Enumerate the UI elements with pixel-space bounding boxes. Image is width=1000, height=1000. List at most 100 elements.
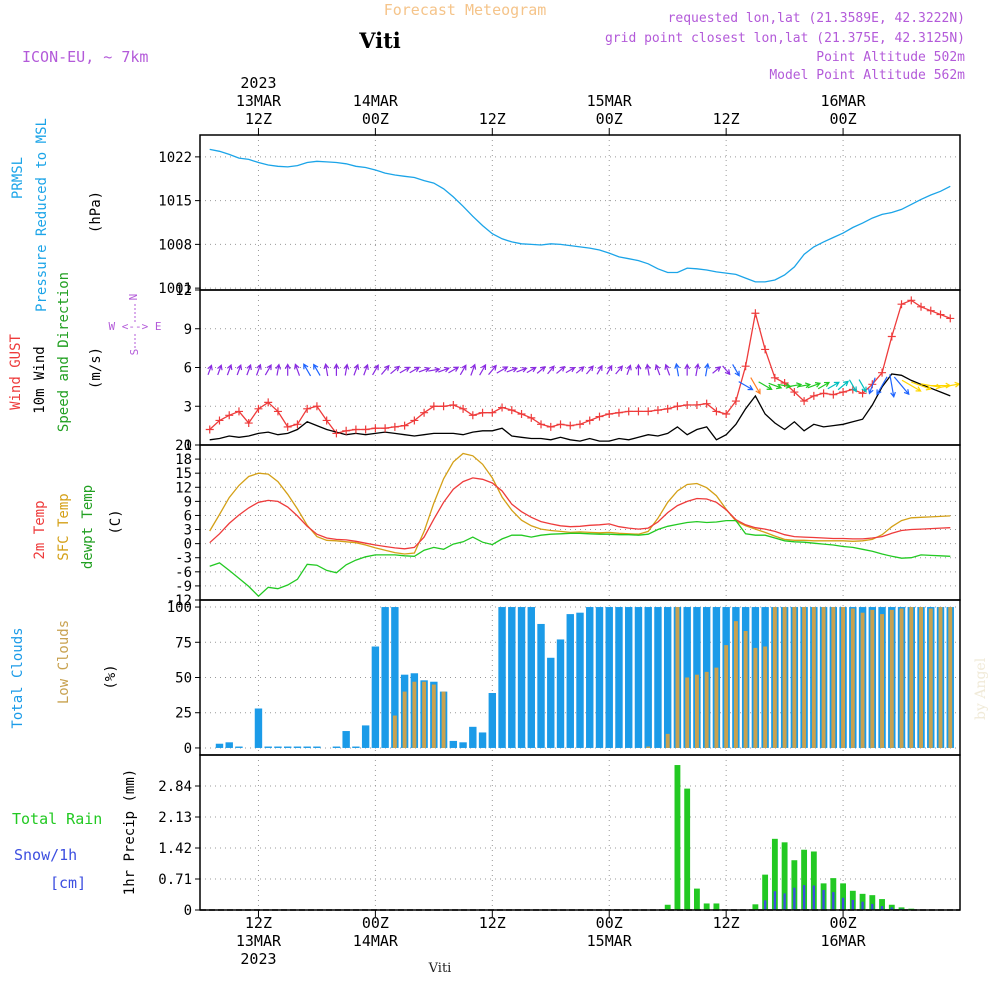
ytick-label: 1.42 — [158, 841, 192, 857]
wind-direction-arrow — [496, 366, 509, 374]
t2m-line — [209, 477, 951, 550]
gust-point — [702, 399, 711, 408]
gust-point — [595, 412, 604, 421]
low-cloud-bar — [733, 621, 738, 748]
ytick-label: 18 — [175, 452, 192, 468]
total-cloud-bar — [586, 607, 594, 748]
rain-bar — [771, 838, 778, 910]
rain-bar — [781, 842, 788, 910]
low-cloud-bar — [821, 607, 826, 748]
point-altitude: Point Altitude 502m — [816, 50, 965, 65]
low-cloud-bar — [441, 691, 446, 748]
low-cloud-bar — [782, 607, 787, 748]
wind-direction-arrow — [275, 363, 282, 376]
wind-direction-arrow — [694, 362, 701, 377]
panel-frame-precip — [199, 754, 961, 911]
total-cloud-bar — [508, 607, 516, 748]
wind-direction-arrow — [674, 362, 680, 377]
wind-direction-arrow — [409, 366, 421, 374]
gust-point — [429, 402, 438, 411]
snow-bar — [851, 899, 854, 910]
wind-speed-line — [209, 373, 951, 442]
gust-point — [527, 413, 536, 422]
low-cloud-bar — [412, 681, 417, 748]
gust-point — [731, 397, 740, 406]
gust-point — [809, 391, 818, 400]
snow-bar — [802, 885, 806, 910]
wind-direction-arrow — [817, 381, 831, 390]
low-cloud-bar — [792, 607, 797, 748]
wind-direction-arrow — [575, 366, 585, 374]
rain-bar — [664, 904, 671, 910]
ytick-label: -12 — [167, 593, 192, 609]
gust-point — [722, 410, 731, 418]
wind-direction-arrow — [536, 365, 546, 374]
label-total-rain: Total Rain — [12, 810, 102, 828]
top-time-label: 12Z — [245, 110, 272, 128]
gust-point — [556, 420, 565, 429]
gust-point — [400, 421, 409, 430]
low-cloud-bar — [431, 684, 436, 748]
gust-point — [878, 368, 887, 377]
bottom-time-label: 12Z — [245, 914, 272, 932]
requested-coords: requested lon,lat (21.3589E, 42.3222N) — [668, 11, 965, 26]
top-time-label: 13MAR — [236, 92, 282, 110]
gust-point — [624, 407, 633, 416]
low-cloud-bar — [422, 681, 427, 748]
ylabel-clouds: (%) — [103, 664, 119, 689]
gust-point — [917, 302, 926, 311]
wind-direction-arrow — [399, 366, 411, 374]
low-cloud-bar — [753, 647, 758, 748]
wind-direction-arrow — [448, 366, 460, 374]
gust-point — [663, 404, 672, 413]
rain-bar — [674, 765, 681, 910]
label-total-clouds: Total Clouds — [10, 627, 26, 728]
gust-point — [839, 388, 848, 397]
gust-point — [517, 410, 526, 418]
gust-point — [761, 345, 770, 354]
wind-direction-arrow — [585, 365, 594, 375]
total-cloud-bar — [644, 607, 652, 748]
wind-direction-arrow — [848, 379, 857, 393]
low-cloud-bar — [889, 609, 894, 748]
gust-point — [351, 425, 360, 434]
gust-point — [371, 424, 380, 433]
total-cloud-bar — [215, 743, 224, 748]
snow-bar — [793, 887, 796, 910]
top-time-label: 12Z — [713, 110, 740, 128]
gust-point — [751, 309, 760, 318]
total-cloud-bar — [313, 746, 321, 748]
station-name: Viti — [358, 28, 401, 53]
gust-point — [585, 416, 594, 425]
gust-point — [936, 310, 945, 319]
low-cloud-bar — [763, 646, 768, 748]
ylabel-precip: 1hr Precip (mm) — [122, 769, 138, 895]
ytick-label: 0.71 — [158, 872, 192, 888]
ytick-label: 15 — [175, 466, 192, 482]
label-low-clouds: Low Clouds — [56, 620, 72, 704]
total-cloud-bar — [634, 607, 643, 748]
ytick-label: 0 — [184, 438, 192, 454]
total-cloud-bar — [576, 612, 584, 748]
wind-direction-arrow — [901, 379, 922, 392]
wind-direction-arrow — [684, 363, 691, 376]
snow-bar — [812, 885, 816, 910]
low-cloud-bar — [724, 645, 729, 748]
closest-coords: grid point closest lon,lat (21.375E, 42.… — [605, 31, 965, 46]
low-cloud-bar — [665, 733, 670, 748]
rain-bar — [694, 888, 700, 910]
rain-bar — [703, 903, 710, 910]
total-cloud-bar — [303, 746, 311, 748]
label-sfc-temp: SFC Temp — [56, 493, 72, 560]
wind-direction-arrow — [941, 381, 961, 388]
low-cloud-bar — [704, 671, 709, 748]
ytick-label: 75 — [175, 635, 192, 651]
total-cloud-bar — [293, 746, 302, 748]
wind-direction-arrow — [732, 364, 740, 377]
rain-bar — [888, 904, 895, 910]
wind-direction-arrow — [547, 365, 555, 375]
snow-bar — [822, 889, 825, 910]
total-cloud-bar — [361, 725, 370, 748]
low-cloud-bar — [880, 614, 884, 748]
ytick-label: -9 — [175, 579, 192, 595]
